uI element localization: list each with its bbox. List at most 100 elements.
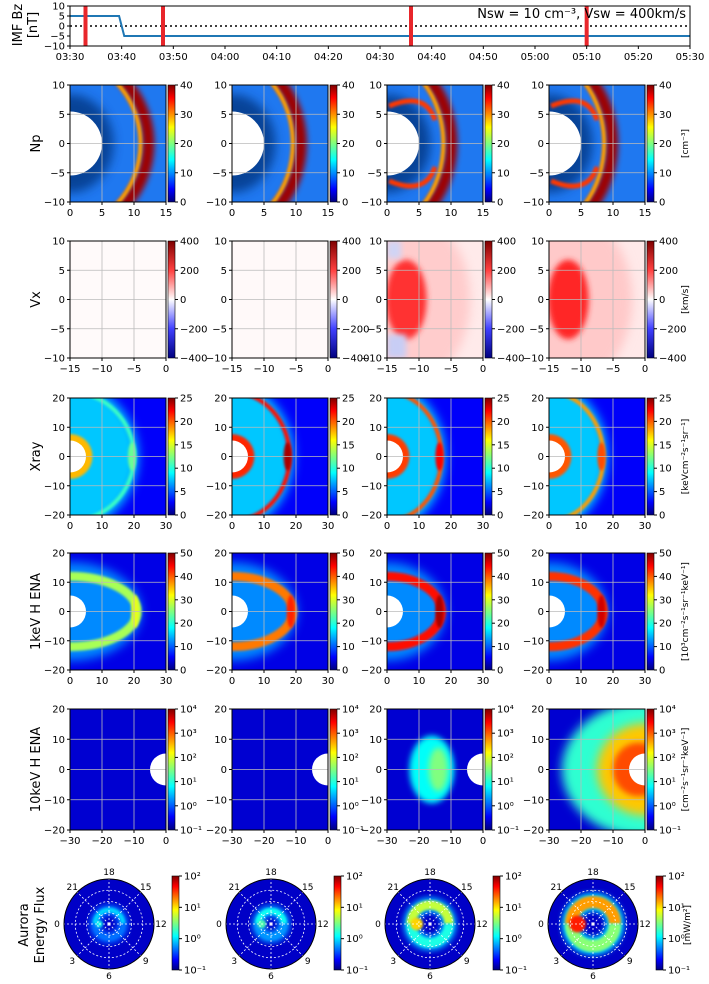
colorbar-tick-label: 10¹ bbox=[342, 777, 359, 788]
bz-series-line bbox=[70, 15, 690, 37]
x-tick-label: 15 bbox=[322, 208, 335, 219]
colorbar bbox=[167, 708, 176, 831]
colorbar-tick-label: 0 bbox=[659, 295, 665, 306]
y-tick-label: 10 bbox=[214, 81, 227, 92]
colorbar-tick-label: 30 bbox=[342, 595, 355, 606]
colorbar-tick-label: 0 bbox=[342, 198, 348, 209]
tailward-flow bbox=[387, 241, 402, 259]
x-tick-label: 0 bbox=[67, 521, 73, 532]
y-tick-label: 0 bbox=[221, 139, 227, 150]
y-tick-label: 0 bbox=[538, 452, 544, 463]
x-tick-label: −30 bbox=[376, 836, 397, 847]
y-tick-label: −10 bbox=[206, 481, 227, 492]
polar-grid-spoke bbox=[238, 923, 272, 957]
x-tick-label: 0 bbox=[384, 208, 390, 219]
y-tick-label: 10 bbox=[52, 423, 65, 434]
colorbar-unit-label: [10³cm⁻²s⁻¹sr⁻¹keV⁻¹] bbox=[681, 562, 691, 661]
row-label-line2: Energy Flux bbox=[33, 886, 48, 963]
colorbar-tick-label: −200 bbox=[497, 324, 524, 335]
bz-ylabel-line1: IMF Bz bbox=[11, 4, 26, 47]
y-tick-label: −10 bbox=[44, 636, 65, 647]
colorbar-tick-label: 10³ bbox=[342, 729, 359, 740]
y-tick-label: −20 bbox=[206, 511, 227, 522]
x-tick-label: −15 bbox=[376, 364, 397, 375]
row-label: Np bbox=[29, 135, 44, 153]
bz-x-tick-label: 03:30 bbox=[56, 52, 85, 63]
colorbar-tick-label: 40 bbox=[180, 572, 193, 583]
colorbar-tick-label: 400 bbox=[659, 237, 678, 248]
colorbar-tick-label: 10 bbox=[497, 464, 510, 475]
auroral-hotspot bbox=[569, 915, 586, 933]
x-tick-label: 10 bbox=[290, 208, 303, 219]
colorbar bbox=[167, 552, 176, 671]
x-tick-label: 0 bbox=[384, 521, 390, 532]
y-tick-label: −10 bbox=[523, 198, 544, 209]
polar-frame bbox=[547, 878, 639, 970]
mlt-label: 6 bbox=[106, 972, 112, 982]
colorbar-tick-label: 10⁻¹ bbox=[184, 966, 206, 977]
tailward-flow bbox=[387, 334, 407, 358]
colorbar-tick-label: 10³ bbox=[180, 729, 197, 740]
colorbar-tick-label: 200 bbox=[342, 266, 361, 277]
mlt-label: 18 bbox=[265, 868, 277, 878]
colorbar bbox=[329, 397, 338, 516]
y-tick-label: −10 bbox=[44, 795, 65, 806]
colorbar-tick-label: 10 bbox=[659, 464, 672, 475]
bz-ylabel-line2: [nT] bbox=[26, 12, 41, 38]
y-tick-label: 5 bbox=[376, 110, 382, 121]
y-tick-label: −5 bbox=[529, 168, 544, 179]
y-tick-label: 5 bbox=[538, 266, 544, 277]
colorbar-tick-label: 10⁻¹ bbox=[659, 826, 681, 837]
colorbar-tick-label: −200 bbox=[180, 324, 207, 335]
colorbar-tick-label: 0 bbox=[342, 295, 348, 306]
polar-frame bbox=[225, 878, 317, 970]
bz-x-tick-label: 05:20 bbox=[624, 52, 653, 63]
colorbar bbox=[484, 708, 493, 831]
x-tick-label: 0 bbox=[642, 836, 648, 847]
y-tick-label: −10 bbox=[44, 198, 65, 209]
mlt-label: 9 bbox=[464, 957, 470, 967]
colorbar-tick-label: −200 bbox=[342, 324, 369, 335]
colorbar-tick-label: 0 bbox=[659, 198, 665, 209]
colorbar-tick-label: 0 bbox=[497, 295, 503, 306]
colorbar-tick-label: 10⁻¹ bbox=[342, 826, 364, 837]
colorbar-tick-label: 10⁰ bbox=[346, 934, 363, 945]
colorbar-tick-label: 50 bbox=[659, 549, 672, 560]
colorbar-tick-label: 0 bbox=[180, 511, 186, 522]
y-tick-label: −5 bbox=[50, 324, 65, 335]
mlt-label: 0 bbox=[538, 920, 544, 930]
y-tick-label: 10 bbox=[52, 735, 65, 746]
x-tick-label: 20 bbox=[290, 521, 303, 532]
x-tick-label: −20 bbox=[570, 836, 591, 847]
bz-annotation: Nsw = 10 cm⁻³, Vsw = 400km/s bbox=[477, 7, 686, 22]
bz-x-tick-label: 04:40 bbox=[417, 52, 446, 63]
x-tick-label: −10 bbox=[285, 836, 306, 847]
y-tick-label: 10 bbox=[369, 578, 382, 589]
y-tick-label: 10 bbox=[369, 735, 382, 746]
colorbar-tick-label: 10² bbox=[659, 753, 676, 764]
y-tick-label: 0 bbox=[538, 139, 544, 150]
panel-r3-c4: 25 20 15 10 5 0 0 10 20 30 20 10 0 −10 −20 bbox=[523, 394, 672, 533]
colorbar-tick-label: 0 bbox=[497, 666, 503, 677]
polar-grid-spoke bbox=[108, 891, 142, 925]
x-tick-label: 5 bbox=[416, 208, 422, 219]
colorbar-tick-label: 40 bbox=[342, 81, 355, 92]
colorbar-tick-label: 200 bbox=[180, 266, 199, 277]
x-tick-label: 10 bbox=[258, 521, 271, 532]
y-tick-label: −10 bbox=[206, 354, 227, 365]
bz-time-markers bbox=[83, 6, 589, 46]
panel-r1-c3: 40 30 20 10 0 0 5 10 15 10 5 0 −5 −10 bbox=[361, 81, 510, 220]
polar-grid-circle bbox=[570, 901, 616, 947]
mlt-label: 3 bbox=[553, 957, 559, 967]
y-tick-label: −10 bbox=[361, 795, 382, 806]
y-tick-label: −20 bbox=[44, 826, 65, 837]
mlt-label: 3 bbox=[231, 957, 237, 967]
colorbar-tick-label: 20 bbox=[342, 139, 355, 150]
x-tick-label: −10 bbox=[602, 836, 623, 847]
colorbar-tick-label: 10 bbox=[180, 464, 193, 475]
x-tick-label: −5 bbox=[127, 364, 142, 375]
mlt-label: 12 bbox=[476, 920, 487, 930]
